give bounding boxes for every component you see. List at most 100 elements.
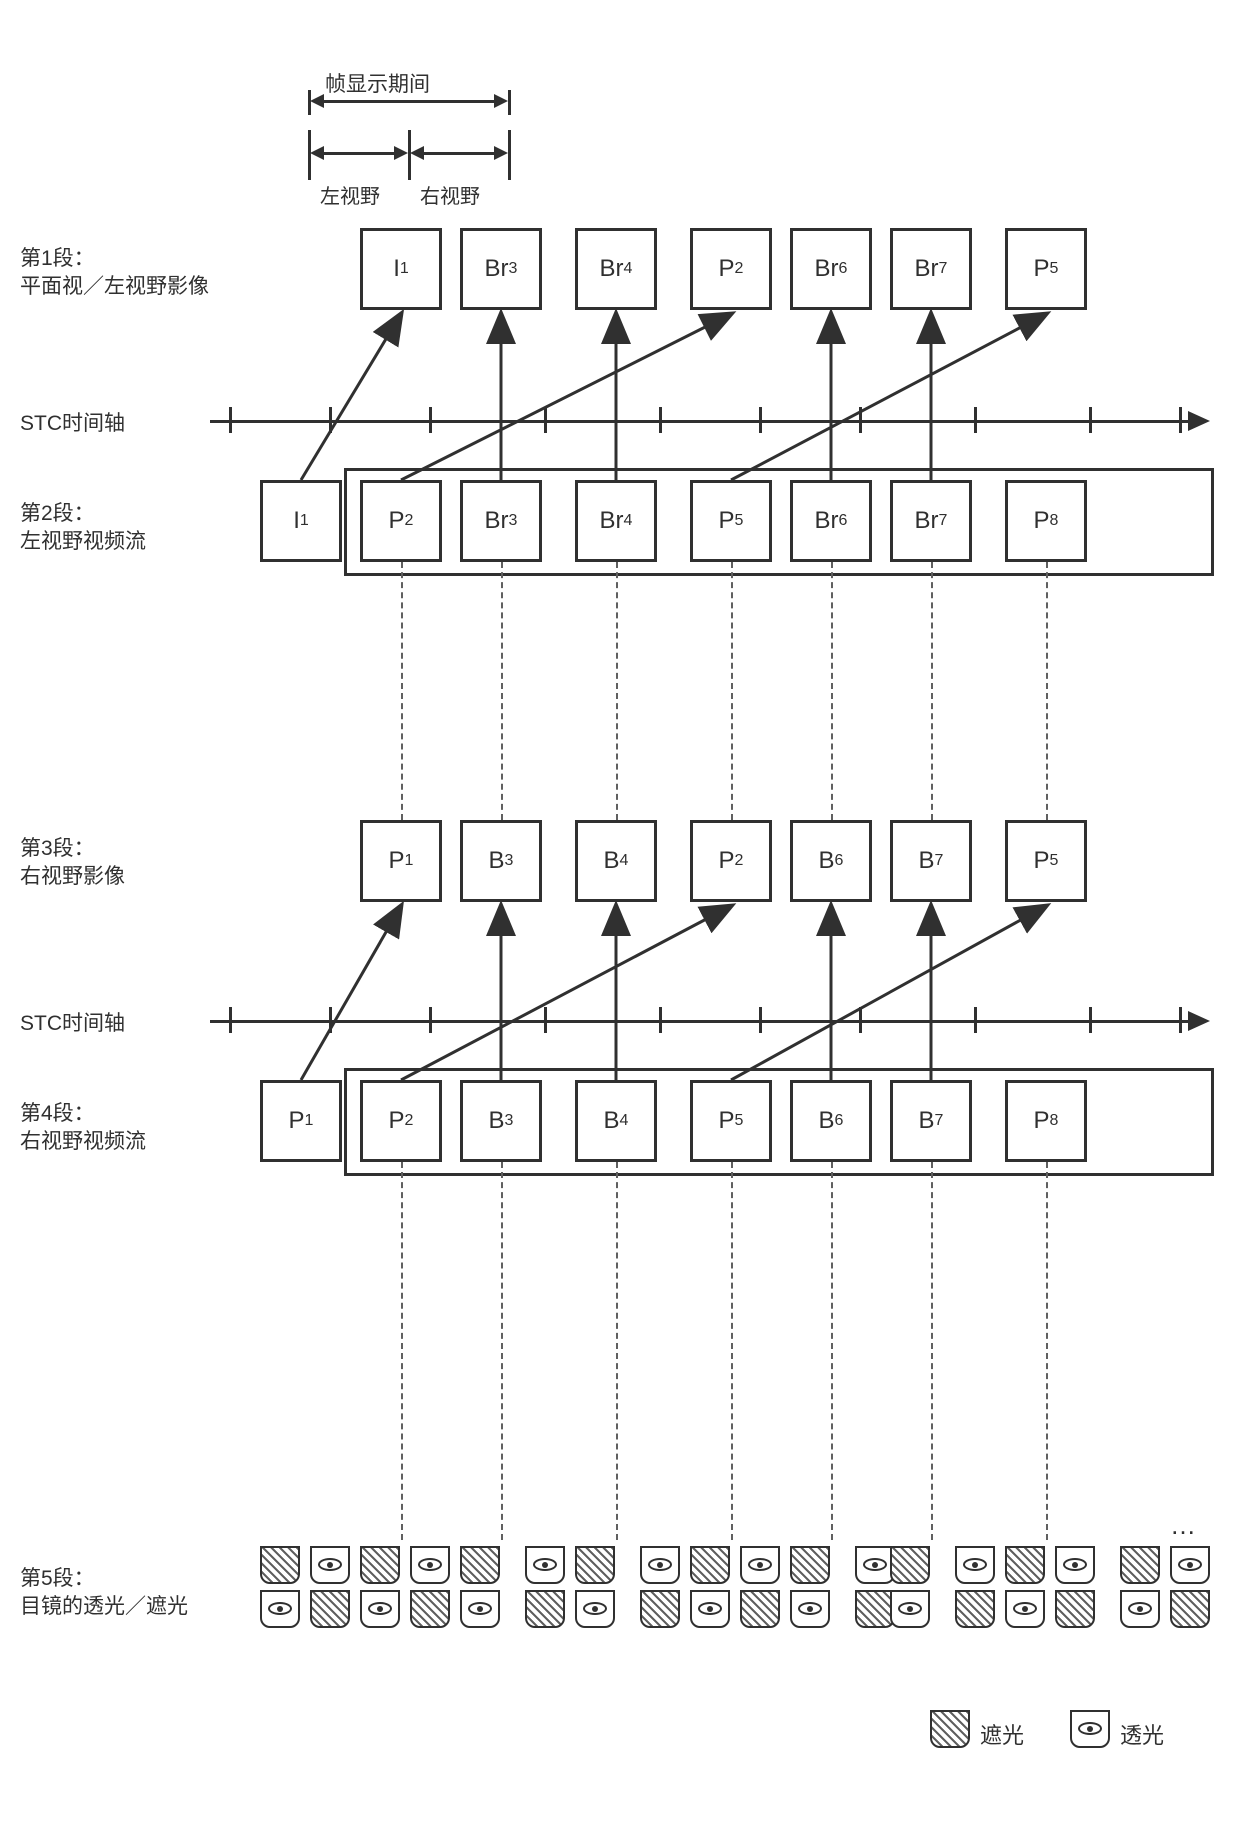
bracket-left-bar (322, 152, 396, 155)
dashed-link (501, 562, 503, 820)
frame-r3-P1: P1 (360, 820, 442, 902)
axis-tick (229, 1007, 232, 1033)
legend-shut-label: 遮光 (980, 1718, 1024, 1750)
frame-r3-B4: B4 (575, 820, 657, 902)
glasses-bot-6-open (575, 1590, 617, 1630)
row1-label: 第1段： 平面视／左视野影像 (20, 245, 209, 302)
frame-r1-P5: P5 (1005, 228, 1087, 310)
dashed-link (731, 1162, 733, 1540)
frame-r3-B7: B7 (890, 820, 972, 902)
glasses-top-3-open (410, 1546, 452, 1586)
axis-tick (1179, 1007, 1182, 1033)
dashed-link (401, 562, 403, 820)
frame-r2-P2: P2 (360, 480, 442, 562)
frame-r4-P5: P5 (690, 1080, 772, 1162)
glasses-bot-10-open (790, 1590, 832, 1630)
frame-r3-P2: P2 (690, 820, 772, 902)
glasses-top-16-shut (1120, 1546, 1162, 1586)
glasses-top-9-open (740, 1546, 782, 1586)
glasses-top-2-shut (360, 1546, 402, 1586)
frame-r2-Br6: Br6 (790, 480, 872, 562)
legend-open-label: 透光 (1120, 1718, 1164, 1750)
dashed-link (1046, 1162, 1048, 1540)
glasses-top-17-open (1170, 1546, 1212, 1586)
axis-tick (974, 407, 977, 433)
axis-tick (659, 1007, 662, 1033)
frame-r4-B6: B6 (790, 1080, 872, 1162)
glasses-bot-8-open (690, 1590, 732, 1630)
glasses-bot-9-shut (740, 1590, 782, 1630)
axis-tick (759, 407, 762, 433)
frame-r2-Br3: Br3 (460, 480, 542, 562)
bracket-r-al (410, 146, 424, 160)
row2-label: 第2段： 左视野视频流 (20, 500, 146, 557)
timing-diagram: 第1段： 平面视／左视野影像 STC时间轴 第2段： 左视野视频流 第3段： 右… (20, 20, 1220, 1820)
frame-r2-P8: P8 (1005, 480, 1087, 562)
left-view-label: 左视野 (320, 180, 380, 209)
axis-tick (859, 1007, 862, 1033)
legend-open-icon (1070, 1710, 1112, 1750)
bracket-l-al (310, 146, 324, 160)
frame-r4-P2: P2 (360, 1080, 442, 1162)
glasses-bot-13-shut (955, 1590, 997, 1630)
dashed-link (831, 1162, 833, 1540)
bracket-outer-arrow-l (310, 94, 324, 108)
bracket-outer-bar (322, 100, 496, 103)
axis2-arrow (1188, 1011, 1210, 1031)
axis-tick (859, 407, 862, 433)
axis-tick (544, 1007, 547, 1033)
glasses-bot-0-open (260, 1590, 302, 1630)
axis-tick (1089, 407, 1092, 433)
dashed-link (731, 562, 733, 820)
glasses-top-5-open (525, 1546, 567, 1586)
glasses-top-0-shut (260, 1546, 302, 1586)
frame-r3-B3: B3 (460, 820, 542, 902)
row5-label: 第5段： 目镜的透光／遮光 (20, 1565, 188, 1622)
bracket-r-ar (494, 146, 508, 160)
dashed-link (931, 1162, 933, 1540)
dashed-link (501, 1162, 503, 1540)
frame-period-label: 帧显示期间 (325, 68, 430, 98)
axis-tick (1179, 407, 1182, 433)
axis2-label: STC时间轴 (20, 1010, 125, 1038)
glasses-bot-14-open (1005, 1590, 1047, 1630)
frame-r4-B4: B4 (575, 1080, 657, 1162)
glasses-top-7-open (640, 1546, 682, 1586)
axis-tick (429, 1007, 432, 1033)
frame-r2-P5: P5 (690, 480, 772, 562)
glasses-bot-5-shut (525, 1590, 567, 1630)
frame-r2-Br4: Br4 (575, 480, 657, 562)
axis-tick (974, 1007, 977, 1033)
axis-tick (1089, 1007, 1092, 1033)
frame-r4-P1: P1 (260, 1080, 342, 1162)
frame-r4-B7: B7 (890, 1080, 972, 1162)
frame-r1-Br7: Br7 (890, 228, 972, 310)
axis1-label: STC时间轴 (20, 410, 125, 438)
bracket-l-ar (394, 146, 408, 160)
frame-r4-B3: B3 (460, 1080, 542, 1162)
dashed-link (1046, 562, 1048, 820)
ellipsis: … (1170, 1510, 1200, 1541)
bracket-inner-3 (508, 130, 511, 180)
bracket-outer-arrow-r (494, 94, 508, 108)
glasses-bot-12-open (890, 1590, 932, 1630)
frame-r1-P2: P2 (690, 228, 772, 310)
bracket-outer-right (508, 90, 511, 115)
frame-r3-B6: B6 (790, 820, 872, 902)
glasses-bot-3-shut (410, 1590, 452, 1630)
dashed-link (831, 562, 833, 820)
glasses-top-4-shut (460, 1546, 502, 1586)
glasses-top-12-shut (890, 1546, 932, 1586)
frame-r1-Br3: Br3 (460, 228, 542, 310)
glasses-bot-1-shut (310, 1590, 352, 1630)
row4-label: 第4段： 右视野视频流 (20, 1100, 146, 1157)
dashed-link (616, 1162, 618, 1540)
dashed-link (401, 1162, 403, 1540)
legend-shut-icon (930, 1710, 972, 1750)
frame-r1-Br6: Br6 (790, 228, 872, 310)
axis1-arrow (1188, 411, 1210, 431)
axis-tick (759, 1007, 762, 1033)
axis-tick (429, 407, 432, 433)
glasses-bot-16-open (1120, 1590, 1162, 1630)
frame-r2-I1: I1 (260, 480, 342, 562)
